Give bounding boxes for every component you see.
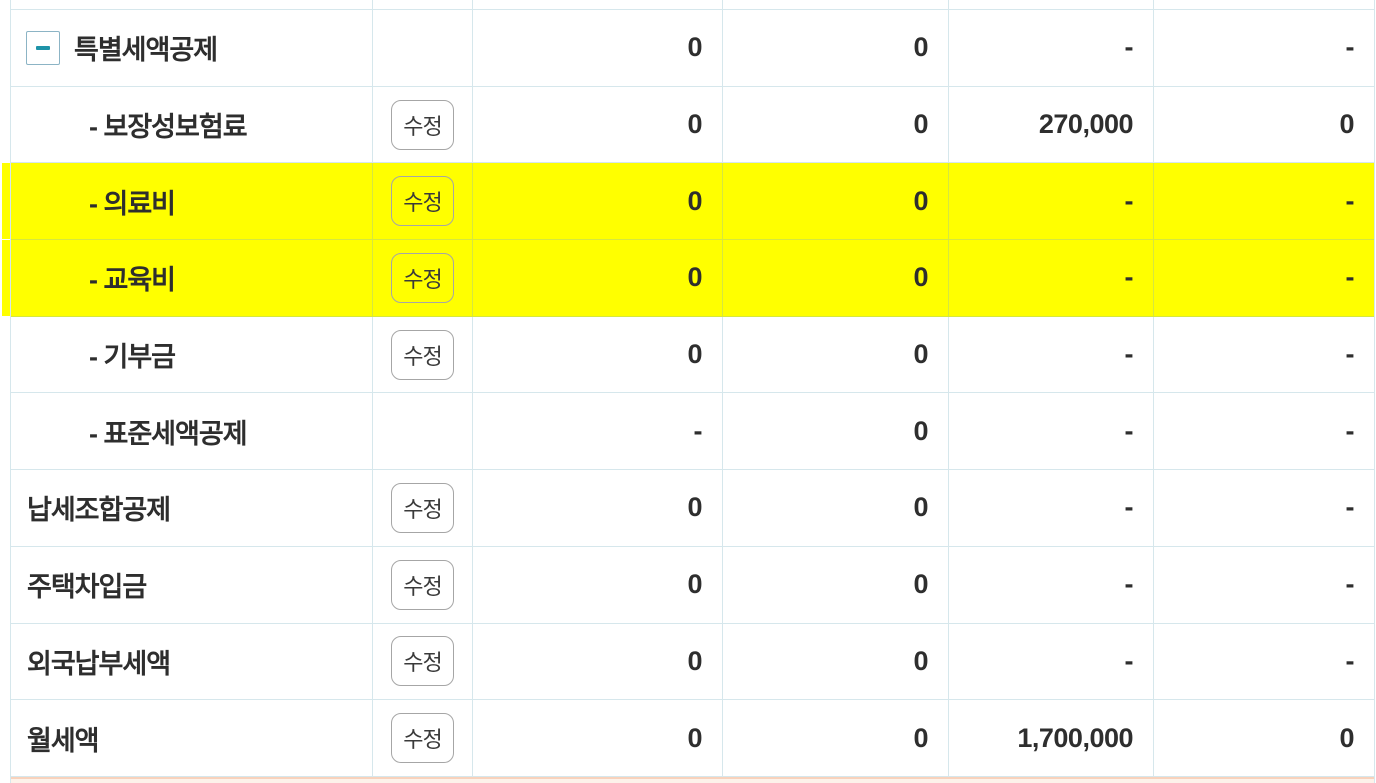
value-cell: 0 (1339, 109, 1354, 140)
value-cell: - (1345, 339, 1355, 370)
table-row: 특별세액공제 0 0- - (11, 10, 1374, 87)
value-cell: - (949, 316, 1154, 393)
value-cell: 0 (473, 10, 723, 86)
value-cell: - (1345, 32, 1355, 63)
value-cell: 0 (723, 10, 949, 86)
value-cell: 0 (723, 393, 949, 470)
value-cell: - (473, 393, 723, 470)
row-label: - 기부금 (89, 342, 176, 373)
value-cell: - (949, 163, 1154, 240)
table-row: 외국납부세액 수정 0 0- - (11, 623, 1374, 701)
edit-button[interactable]: 수정 (391, 559, 454, 610)
edit-button[interactable]: 수정 (391, 482, 454, 533)
value-cell (473, 0, 723, 9)
value-cell (723, 0, 949, 9)
edit-button-cell: 수정 (373, 86, 473, 163)
row-label: - 의료비 (89, 188, 176, 219)
edit-button-cell: 수정 (373, 240, 473, 316)
value-cell: - (949, 240, 1154, 316)
value-cell: 0 (473, 700, 723, 776)
row-label-cell: - 교육비 (11, 240, 373, 316)
table-row: - 의료비 수정 0 0- - (2, 163, 1374, 241)
table-row: - 기부금 수정 0 0- - (11, 316, 1374, 394)
edit-button-cell: 수정 (373, 623, 473, 700)
value-cell: 0 (723, 86, 949, 163)
value-cell: - (949, 393, 1154, 470)
value-cell: 0 (723, 163, 949, 240)
edit-button-cell (373, 0, 473, 9)
row-label-cell: 납세조합공제 (11, 470, 373, 546)
edit-button-cell (373, 393, 473, 470)
value-cell: 0 (473, 316, 723, 393)
edit-button[interactable]: 수정 (391, 713, 454, 764)
row-label-cell: 외국납부세액 (11, 623, 373, 700)
value-cell: - (1345, 569, 1355, 600)
value-cell: - (949, 10, 1154, 86)
row-label: - 보장성보험료 (89, 112, 248, 143)
edit-button[interactable]: 수정 (391, 176, 454, 227)
value-cell: - (949, 546, 1154, 623)
row-label-cell (11, 0, 373, 9)
value-cell: 0 (723, 316, 949, 393)
row-label-cell: 주택차입금 (11, 546, 373, 623)
edit-button-cell (373, 10, 473, 86)
row-label: 납세조합공제 (27, 495, 171, 526)
value-cell (1154, 0, 1374, 9)
table-row: - 보장성보험료 수정 0 0 270,000 0 (11, 86, 1374, 164)
edit-button-cell: 수정 (373, 546, 473, 623)
value-cell: 0 (723, 623, 949, 700)
table-row: - 교육비 수정 0 0- - (2, 240, 1374, 317)
next-section-strip (11, 776, 1374, 783)
value-cell: 0 (473, 86, 723, 163)
row-label-cell: - 기부금 (11, 316, 373, 393)
value-cell: 0 (473, 163, 723, 240)
row-label-cell: 특별세액공제 (11, 10, 373, 86)
value-cell: 0 (723, 240, 949, 316)
minus-icon (36, 45, 50, 50)
value-cell (949, 0, 1154, 9)
value-cell: - (1345, 415, 1355, 446)
row-label: - 교육비 (89, 265, 176, 296)
value-cell: 0 (723, 470, 949, 546)
edit-button-cell: 수정 (373, 700, 473, 776)
value-cell: 270,000 (949, 86, 1154, 163)
edit-button[interactable]: 수정 (391, 252, 454, 303)
value-cell: - (1345, 185, 1355, 216)
value-cell: 0 (473, 623, 723, 700)
value-cell: - (1345, 645, 1355, 676)
table-row: - 표준세액공제 -0- - (11, 393, 1374, 471)
row-label-cell: - 보장성보험료 (11, 86, 373, 163)
table-row: 월세액 수정 0 0 1,700,000 0 (11, 700, 1374, 777)
row-label: 주택차입금 (27, 572, 147, 603)
edit-button[interactable]: 수정 (391, 636, 454, 687)
edit-button-cell: 수정 (373, 470, 473, 546)
row-label: 특별세액공제 (74, 35, 218, 66)
value-cell: 0 (473, 470, 723, 546)
row-label-cell: 월세액 (11, 700, 373, 776)
value-cell: 1,700,000 (949, 700, 1154, 776)
row-label-cell: - 표준세액공제 (11, 393, 373, 470)
value-cell: 0 (723, 546, 949, 623)
table-row: 납세조합공제 수정 0 0- - (11, 470, 1374, 547)
row-label: 월세액 (27, 725, 100, 756)
collapse-toggle-button[interactable] (26, 30, 60, 65)
value-cell: - (1345, 492, 1355, 523)
value-cell: 0 (1339, 722, 1354, 753)
edit-button-cell: 수정 (373, 316, 473, 393)
table-row: 주택차입금 수정 0 0- - (11, 546, 1374, 624)
value-cell: 0 (473, 240, 723, 316)
row-label: - 표준세액공제 (89, 418, 248, 449)
value-cell: 0 (473, 546, 723, 623)
value-cell: - (949, 623, 1154, 700)
row-label-cell: - 의료비 (11, 163, 373, 240)
edit-button-cell: 수정 (373, 163, 473, 240)
edit-button[interactable]: 수정 (391, 99, 454, 150)
edit-button[interactable]: 수정 (391, 329, 454, 380)
row-label: 외국납부세액 (27, 648, 171, 679)
value-cell: - (1345, 262, 1355, 293)
value-cell: 0 (723, 700, 949, 776)
partial-row (11, 0, 1374, 10)
value-cell: - (949, 470, 1154, 546)
